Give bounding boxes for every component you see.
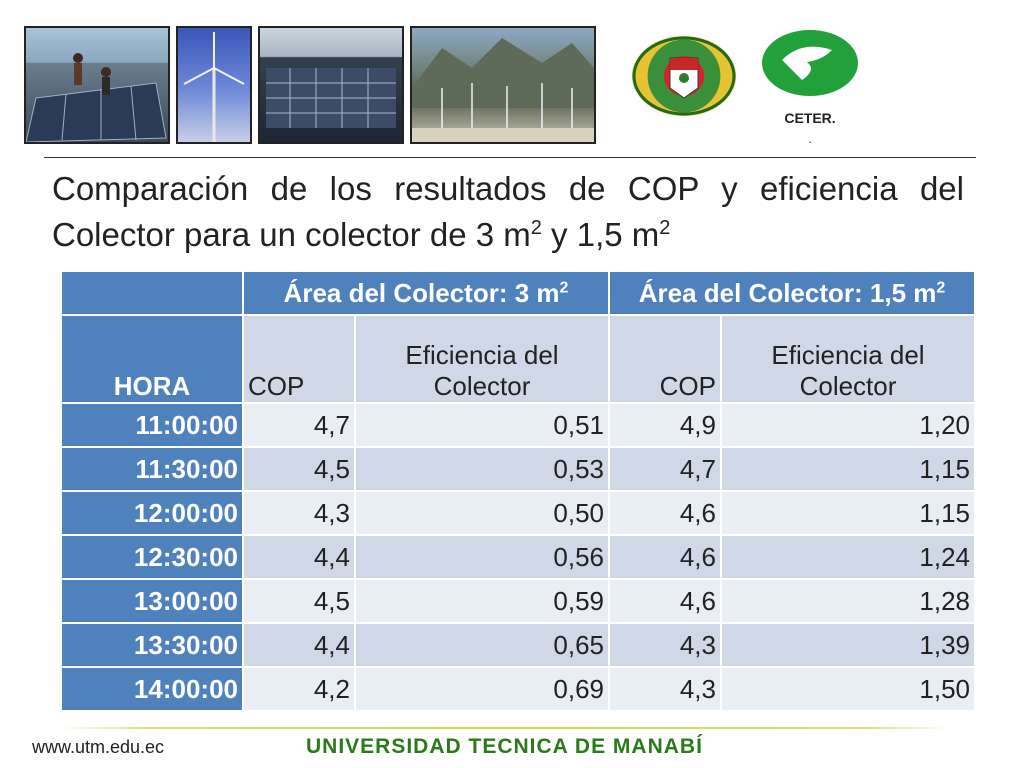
cop-3m2-cell: 4,5: [242, 446, 356, 492]
efficiency-1-5m2-cell: 1,50: [720, 666, 976, 712]
table-row: 14:00:00 4,2 0,69 4,3 1,50: [60, 666, 976, 712]
footer-university-name: UNIVERSIDAD TECNICA DE MANABÍ: [306, 735, 703, 758]
footer-divider: [60, 727, 954, 729]
solar-farm-photo: [258, 26, 404, 144]
table-row: 11:00:00 4,7 0,51 4,9 1,20: [60, 402, 976, 448]
efficiency-1-5m2-cell: 1,28: [720, 578, 976, 624]
hora-cell: 13:30:00: [60, 622, 244, 668]
efficiency-1-5m2-cell: 1,15: [720, 446, 976, 492]
ceter-logo-dot: .: [808, 132, 812, 146]
hora-cell: 12:30:00: [60, 534, 244, 580]
efficiency-1-5m2-cell: 1,39: [720, 622, 976, 668]
table-group-header-row: Área del Colector: 3 m2 Área del Colecto…: [60, 270, 976, 316]
efficiency-3m2-cell: 0,59: [354, 578, 610, 624]
efficiency-3m2-cell: 0,51: [354, 402, 610, 448]
efficiency-1-5m2-cell: 1,24: [720, 534, 976, 580]
table-row: 11:30:00 4,5 0,53 4,7 1,15: [60, 446, 976, 492]
cop-3m2-header: COP: [242, 314, 356, 404]
hora-cell: 11:00:00: [60, 402, 244, 448]
cop-3m2-cell: 4,5: [242, 578, 356, 624]
efficiency-1-5m2-cell: 1,20: [720, 402, 976, 448]
cop-1-5m2-cell: 4,6: [608, 490, 722, 536]
solar-panel-installers-photo: [24, 26, 170, 144]
efficiency-3m2-cell: 0,53: [354, 446, 610, 492]
table-column-header-row: HORA COP Eficiencia del Colector COP Efic…: [60, 314, 976, 404]
efficiency-3m2-header: Eficiencia del Colector: [354, 314, 610, 404]
cop-1-5m2-cell: 4,9: [608, 402, 722, 448]
efficiency-3m2-cell: 0,50: [354, 490, 610, 536]
table-row: 13:00:00 4,5 0,59 4,6 1,28: [60, 578, 976, 624]
slide-title: Comparación de los resultados de COP y e…: [52, 170, 964, 253]
cop-3m2-cell: 4,4: [242, 622, 356, 668]
efficiency-3m2-cell: 0,56: [354, 534, 610, 580]
table-row: 13:30:00 4,4 0,65 4,3 1,39: [60, 622, 976, 668]
hora-cell: 11:30:00: [60, 446, 244, 492]
results-table: Área del Colector: 3 m2 Área del Colecto…: [60, 270, 976, 712]
cop-1-5m2-cell: 4,3: [608, 666, 722, 712]
ceter-logo-caption: CETER.: [784, 110, 836, 126]
cop-3m2-cell: 4,3: [242, 490, 356, 536]
hora-header: HORA: [60, 314, 244, 404]
wind-turbine-photo: [176, 26, 252, 144]
hora-cell: 12:00:00: [60, 490, 244, 536]
empty-corner-cell: [60, 270, 244, 316]
efficiency-3m2-cell: 0,69: [354, 666, 610, 712]
footer-website-link[interactable]: www.utm.edu.ec: [32, 737, 165, 757]
cop-3m2-cell: 4,4: [242, 534, 356, 580]
cop-1-5m2-header: COP: [608, 314, 722, 404]
efficiency-1-5m2-header: Eficiencia del Colector: [720, 314, 976, 404]
cop-1-5m2-cell: 4,6: [608, 534, 722, 580]
hora-cell: 14:00:00: [60, 666, 244, 712]
area-3m2-header: Área del Colector: 3 m2: [242, 270, 610, 316]
wind-farm-mountains-photo: [410, 26, 596, 144]
cop-1-5m2-cell: 4,6: [608, 578, 722, 624]
header-divider: [44, 157, 976, 158]
cop-3m2-cell: 4,7: [242, 402, 356, 448]
area-1-5m2-header: Área del Colector: 1,5 m2: [608, 270, 976, 316]
table-row: 12:30:00 4,4 0,56 4,6 1,24: [60, 534, 976, 580]
table-row: 12:00:00 4,3 0,50 4,6 1,15: [60, 490, 976, 536]
cop-1-5m2-cell: 4,3: [608, 622, 722, 668]
cop-1-5m2-cell: 4,7: [608, 446, 722, 492]
ceter-logo: [762, 30, 858, 96]
cop-3m2-cell: 4,2: [242, 666, 356, 712]
university-seal-logo: [632, 36, 736, 116]
efficiency-1-5m2-cell: 1,15: [720, 490, 976, 536]
efficiency-3m2-cell: 0,65: [354, 622, 610, 668]
hora-cell: 13:00:00: [60, 578, 244, 624]
